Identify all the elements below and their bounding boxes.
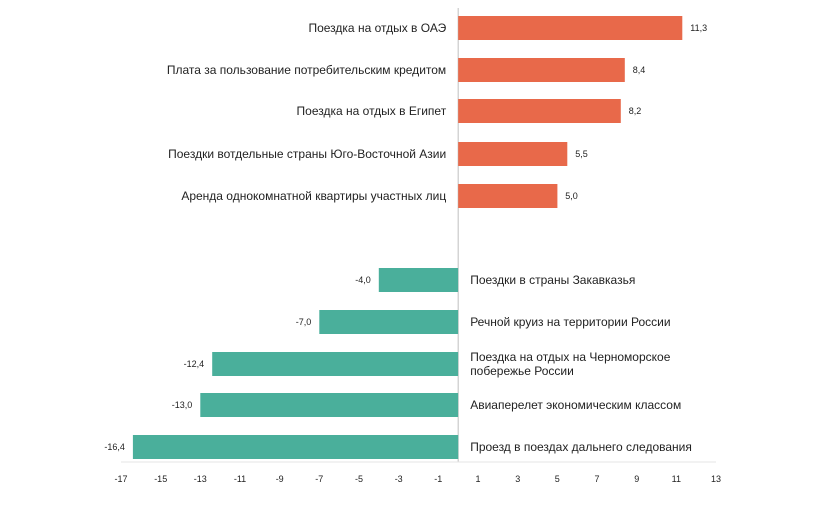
x-tick-label: 1 [475, 474, 480, 484]
data-label: 8,4 [633, 65, 646, 75]
x-tick-label: 7 [594, 474, 599, 484]
x-tick-label: -7 [315, 474, 323, 484]
category-label: Поездка на отдых в Египет [297, 104, 447, 118]
bar [458, 58, 625, 82]
category-label-line: побережье России [470, 364, 574, 378]
x-tick-label: 3 [515, 474, 520, 484]
bar [378, 268, 459, 292]
category-label: Авиаперелет экономическим классом [470, 398, 681, 412]
category-label-line: Поездка на отдых на Черноморское [470, 350, 671, 364]
bar [212, 352, 459, 376]
x-ticks-group: -17 -15 -13 -11 -9 -7 -5 -3 -1 1 3 5 7 9 11 13 [114, 474, 721, 484]
category-label: Поездка на отдых на Черноморское побережь… [470, 350, 671, 378]
x-tick-label: 13 [711, 474, 721, 484]
category-label: Поездки в страны Закавказья [470, 273, 635, 287]
bar [458, 16, 683, 40]
x-tick-label: -15 [154, 474, 167, 484]
bar [458, 142, 568, 166]
x-tick-label: 5 [555, 474, 560, 484]
bar [132, 435, 459, 459]
data-label: 11,3 [690, 23, 707, 33]
data-label: -13,0 [172, 400, 193, 410]
x-tick-label: -13 [194, 474, 207, 484]
x-tick-label: 11 [672, 474, 681, 484]
data-label: 5,5 [575, 149, 588, 159]
category-label: Плата за пользование потребительским кре… [167, 63, 446, 77]
category-label: Поездка на отдых в ОАЭ [308, 21, 446, 35]
category-label: Речной круиз на территории России [470, 315, 670, 329]
x-tick-label: -3 [395, 474, 403, 484]
x-tick-label: -1 [434, 474, 442, 484]
category-label: Поездки вотдельные страны Юго-Восточной … [168, 147, 446, 161]
data-label: 8,2 [629, 106, 642, 116]
bar [458, 99, 621, 123]
category-label: Аренда однокомнатной квартиры участных л… [181, 189, 446, 203]
x-tick-label: 9 [634, 474, 639, 484]
data-label: -7,0 [296, 317, 312, 327]
category-label: Проезд в поездах дальнего следования [470, 440, 692, 454]
bar [319, 310, 459, 334]
x-tick-label: -17 [114, 474, 127, 484]
data-label: -4,0 [355, 275, 371, 285]
x-tick-label: -11 [234, 474, 246, 484]
bars-group: 11,3 Поездка на отдых в ОАЭ 8,4 Плата за по… [104, 16, 707, 459]
data-label: 5,0 [565, 191, 578, 201]
x-tick-label: -9 [276, 474, 284, 484]
bar [200, 393, 459, 417]
data-label: -16,4 [104, 442, 125, 452]
x-tick-label: -5 [355, 474, 363, 484]
data-label: -12,4 [184, 359, 205, 369]
bar [458, 184, 558, 208]
